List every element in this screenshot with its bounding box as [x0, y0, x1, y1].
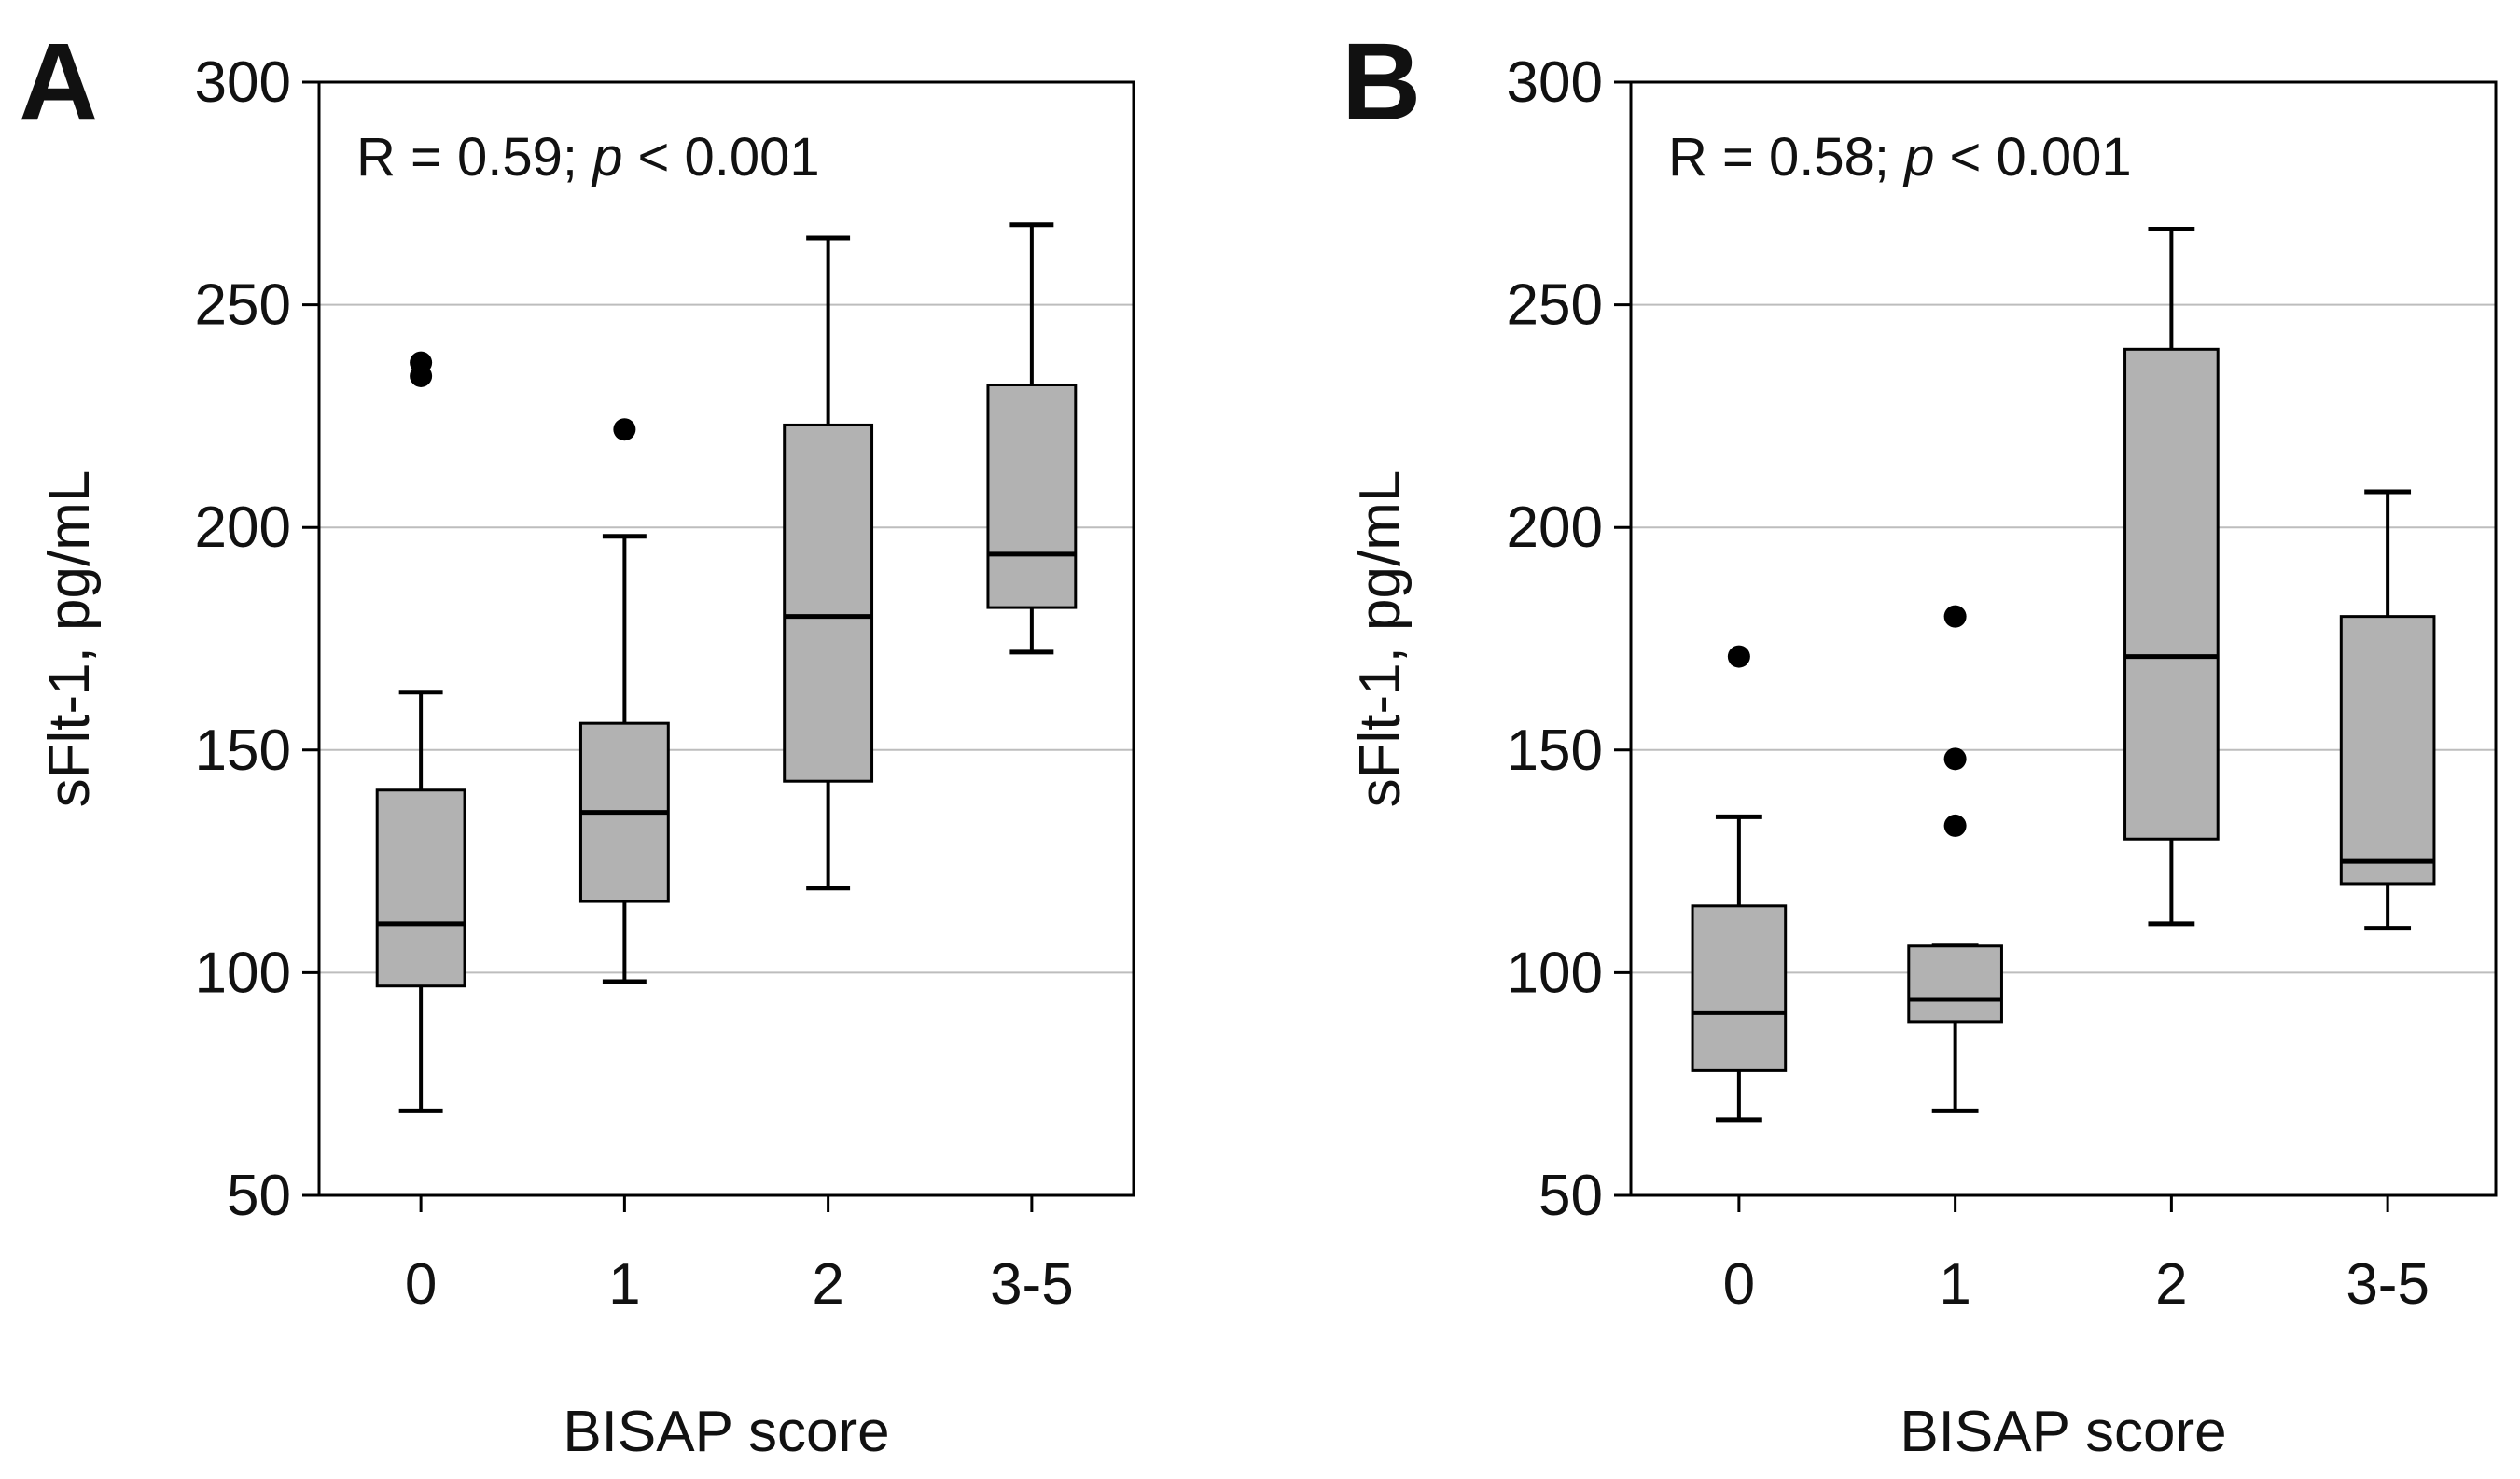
- x-axis-title: BISAP score: [1900, 1400, 2226, 1464]
- stat-annotation: R = 0.59; p < 0.001: [356, 127, 820, 188]
- stat-p-symbol: p: [591, 127, 622, 188]
- box-group-1: [1907, 605, 2003, 1113]
- plot-frame: [317, 80, 1135, 1197]
- outlier-point: [410, 351, 433, 374]
- stat-p-value: < 0.001: [1934, 127, 2131, 188]
- box-group-0: [1691, 645, 1788, 1123]
- x-tick-label: 2: [812, 1252, 843, 1317]
- panel-letter: B: [1342, 21, 1421, 144]
- box-group-2: [783, 235, 874, 891]
- x-tick-label: 3-5: [990, 1252, 1074, 1317]
- x-tick-label: 1: [608, 1252, 640, 1317]
- panel-a: A 50 100 150 200 250 300 0 1 2 3-5 BISAP score sFlt-…: [19, 21, 1135, 1464]
- outlier-point: [1943, 814, 1967, 837]
- y-axis-title: sFlt-1, pg/mL: [1348, 470, 1413, 808]
- box-iqr: [1907, 944, 2003, 1024]
- box-iqr: [986, 383, 1078, 609]
- x-tick-label: 1: [1939, 1252, 1970, 1317]
- box-group-2: [2123, 226, 2220, 927]
- box-iqr: [375, 788, 466, 988]
- box-group-3-5: [2339, 489, 2436, 931]
- box-group-1: [578, 418, 670, 984]
- y-tick-label: 150: [1507, 719, 1603, 783]
- stat-annotation: R = 0.58; p < 0.001: [1668, 127, 2132, 188]
- y-tick-label: 100: [1507, 941, 1603, 1005]
- x-tick-label: 0: [405, 1252, 437, 1317]
- y-tick-label: 50: [227, 1164, 291, 1228]
- stat-p-symbol: p: [1902, 127, 1934, 188]
- stat-r-value: R = 0.59;: [356, 127, 592, 188]
- stat-p-value: < 0.001: [622, 127, 819, 188]
- x-tick-label: 2: [2155, 1252, 2187, 1317]
- box-group-0: [375, 351, 466, 1113]
- y-tick-label: 250: [1507, 273, 1603, 338]
- box-iqr: [1691, 904, 1788, 1072]
- y-tick-label: 300: [195, 50, 291, 115]
- y-tick-label: 100: [195, 941, 291, 1005]
- box-iqr: [783, 423, 874, 783]
- y-axis-title: sFlt-1, pg/mL: [37, 470, 102, 808]
- box-group-3-5: [986, 222, 1078, 655]
- y-tick-label: 200: [195, 495, 291, 560]
- x-tick-label: 3-5: [2346, 1252, 2430, 1317]
- outlier-point: [613, 418, 636, 441]
- outlier-point: [1943, 605, 1967, 628]
- y-tick-label: 200: [1507, 495, 1603, 560]
- plot-frame: [1629, 80, 2498, 1197]
- y-tick-label: 150: [195, 719, 291, 783]
- box-iqr: [2339, 615, 2436, 886]
- box-iqr: [2123, 347, 2220, 841]
- panel-letter: A: [19, 21, 98, 144]
- outlier-point: [1727, 645, 1750, 668]
- x-tick-label: 0: [1723, 1252, 1755, 1317]
- stat-r-value: R = 0.58;: [1668, 127, 1904, 188]
- outlier-point: [1943, 747, 1967, 771]
- y-tick-label: 250: [195, 273, 291, 338]
- y-tick-label: 300: [1507, 50, 1603, 115]
- panel-b: B 50 100 150 200 250 300 0 1 2 3-5 BISAP score sFlt-…: [1342, 21, 2498, 1464]
- y-tick-label: 50: [1538, 1164, 1603, 1228]
- x-axis-title: BISAP score: [563, 1400, 889, 1464]
